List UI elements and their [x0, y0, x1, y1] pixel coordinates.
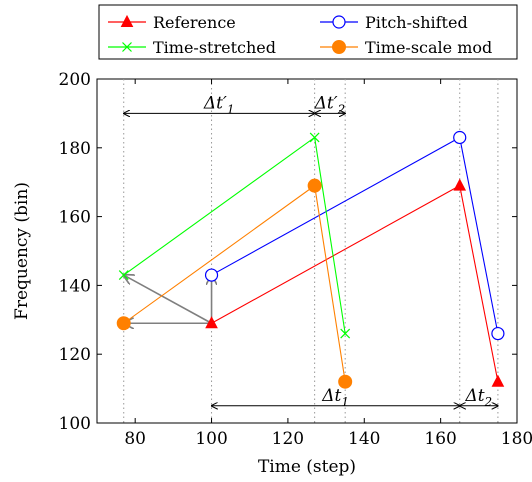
series-line-time-scale-mod [123, 184, 346, 382]
series-line-reference [211, 184, 499, 382]
x-tick-label: 140 [348, 429, 380, 449]
x-tick-label: 160 [424, 429, 456, 449]
legend-label-pitch-shifted: Pitch-shifted [365, 13, 468, 32]
data-point-reference [453, 178, 467, 191]
data-point-time-scale-mod [116, 316, 131, 331]
axis-ticks: 80 100 120 140 160 180 100 120 140 160 180 200 [59, 70, 532, 449]
legend-marker-time-stretched [122, 42, 132, 52]
data-series [116, 130, 505, 389]
y-tick-label: 120 [59, 345, 91, 365]
legend-marker-reference [120, 14, 134, 27]
x-tick-label: 180 [501, 429, 532, 449]
interval-annotations: Δt′1 Δt′2 Δt1 Δt2 [124, 93, 498, 408]
y-tick-label: 100 [59, 414, 91, 434]
x-tick-label: 80 [124, 429, 146, 449]
data-point-pitch-shifted [453, 130, 467, 145]
interval-label: Δt′1 [203, 93, 235, 116]
transform-arrow [124, 275, 212, 324]
interval-label: Δt′2 [314, 93, 346, 116]
data-point-time-stretched [340, 328, 351, 339]
legend: Reference Pitch-shifted Time-stretched Time… [98, 4, 518, 60]
x-axis-title: Time (step) [258, 457, 356, 477]
y-tick-label: 180 [59, 139, 91, 159]
interval-label: Δt1 [321, 386, 349, 409]
interval-label: Δt2 [464, 386, 492, 409]
legend-box [98, 4, 518, 60]
data-point-pitch-shifted [491, 326, 505, 341]
legend-label-time-stretched: Time-stretched [153, 38, 276, 57]
plot-area [96, 78, 518, 424]
data-point-reference [205, 316, 218, 329]
y-tick-label: 140 [59, 276, 91, 296]
data-point-time-stretched [118, 270, 129, 281]
data-point-reference [491, 374, 505, 387]
legend-marker-time-scale-mod [332, 40, 346, 54]
y-tick-label: 160 [59, 208, 91, 228]
x-tick-label: 100 [195, 429, 227, 449]
legend-marker-pitch-shifted [332, 15, 346, 29]
data-point-pitch-shifted [204, 268, 219, 282]
legend-label-time-scale-mod: Time-scale mod [365, 38, 492, 57]
transform-arrows [124, 275, 212, 323]
data-point-time-scale-mod [338, 374, 353, 389]
y-axis-title: Frequency (bin) [12, 182, 32, 320]
data-point-time-scale-mod [307, 178, 322, 193]
series-line-pitch-shifted [211, 136, 499, 334]
legend-label-reference: Reference [153, 13, 236, 32]
x-tick-label: 120 [272, 429, 304, 449]
y-tick-label: 200 [59, 70, 91, 90]
data-point-time-stretched [309, 132, 320, 143]
guide-lines [123, 79, 499, 423]
series-line-time-stretched [123, 136, 346, 334]
